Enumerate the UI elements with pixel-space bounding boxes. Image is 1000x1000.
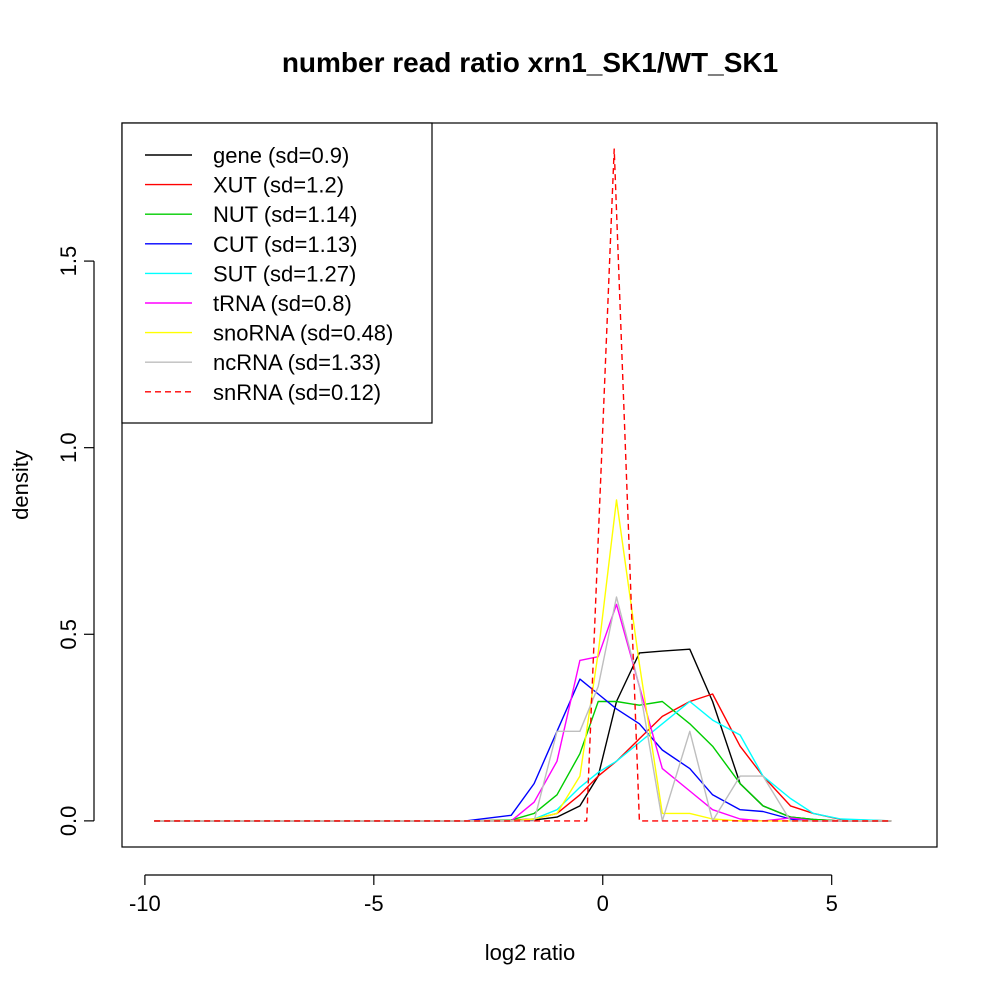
series-layer bbox=[154, 148, 892, 822]
x-axis: -10 -5 0 5 bbox=[129, 874, 838, 916]
series-line-8 bbox=[154, 148, 892, 822]
y-axis-label: density bbox=[8, 450, 33, 520]
x-axis-label: log2 ratio bbox=[485, 940, 576, 965]
y-tick-label: 1.0 bbox=[56, 432, 81, 463]
series-line-5 bbox=[154, 603, 892, 822]
series-line-2 bbox=[154, 700, 892, 822]
series-line-4 bbox=[154, 700, 892, 822]
legend-label: gene (sd=0.9) bbox=[213, 143, 349, 168]
series-line-7 bbox=[154, 596, 892, 822]
legend-label: XUT (sd=1.2) bbox=[213, 173, 344, 198]
x-tick-label: 5 bbox=[826, 891, 838, 916]
y-axis: 0.0 0.5 1.0 1.5 bbox=[56, 246, 95, 837]
y-tick-label: 1.5 bbox=[56, 246, 81, 277]
plot-frame bbox=[121, 122, 938, 848]
series-line-6 bbox=[154, 499, 892, 822]
legend: gene (sd=0.9) XUT (sd=1.2) NUT (sd=1.14) CU… bbox=[121, 122, 433, 424]
x-tick-label: -5 bbox=[364, 891, 384, 916]
x-tick-label: 0 bbox=[597, 891, 609, 916]
legend-label: snoRNA (sd=0.48) bbox=[213, 321, 393, 346]
legend-label: SUT (sd=1.27) bbox=[213, 261, 356, 286]
series-line-1 bbox=[154, 693, 892, 822]
legend-label: NUT (sd=1.14) bbox=[213, 202, 357, 227]
legend-label: CUT (sd=1.13) bbox=[213, 232, 357, 257]
series-line-3 bbox=[154, 678, 892, 822]
y-tick-label: 0.5 bbox=[56, 619, 81, 650]
legend-label: tRNA (sd=0.8) bbox=[213, 291, 352, 316]
legend-label: snRNA (sd=0.12) bbox=[213, 380, 381, 405]
chart-title: number read ratio xrn1_SK1/WT_SK1 bbox=[282, 47, 778, 78]
x-tick-label: -10 bbox=[129, 891, 161, 916]
y-tick-label: 0.0 bbox=[56, 806, 81, 837]
legend-label: ncRNA (sd=1.33) bbox=[213, 350, 381, 375]
